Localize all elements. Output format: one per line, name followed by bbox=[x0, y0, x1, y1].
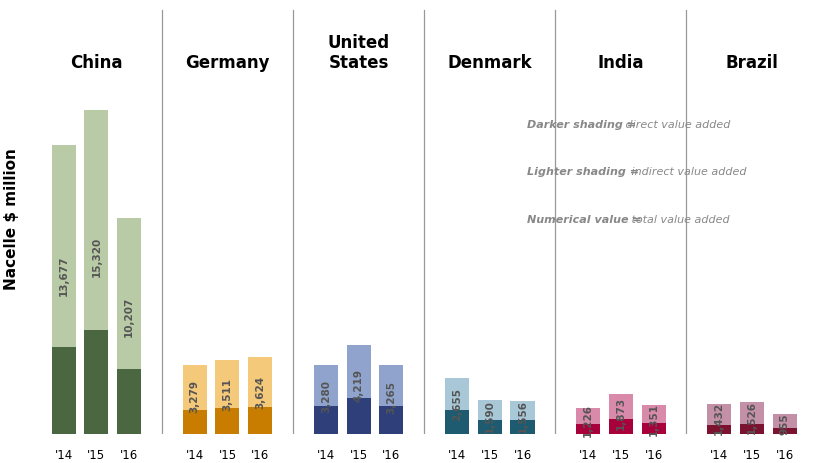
Text: 1,590: 1,590 bbox=[485, 399, 495, 432]
Bar bbox=[478, 420, 502, 434]
Text: '16: '16 bbox=[120, 448, 139, 461]
Text: '16: '16 bbox=[251, 448, 270, 461]
Bar bbox=[314, 407, 338, 434]
Bar bbox=[511, 401, 535, 420]
Text: 13,677: 13,677 bbox=[59, 255, 68, 296]
Bar bbox=[182, 410, 207, 434]
Text: '15: '15 bbox=[219, 448, 237, 461]
Text: India: India bbox=[597, 54, 644, 72]
Text: Numerical value =: Numerical value = bbox=[527, 214, 642, 224]
Bar bbox=[773, 428, 797, 434]
Text: China: China bbox=[70, 54, 123, 72]
Bar bbox=[445, 378, 469, 411]
Bar bbox=[576, 408, 600, 424]
Text: 2,655: 2,655 bbox=[452, 387, 462, 419]
Bar bbox=[248, 357, 272, 407]
Text: '15: '15 bbox=[612, 448, 630, 461]
Bar bbox=[346, 345, 370, 399]
Text: 955: 955 bbox=[780, 412, 790, 434]
Bar bbox=[380, 365, 403, 407]
Text: '15: '15 bbox=[350, 448, 368, 461]
Text: '14: '14 bbox=[448, 448, 466, 461]
Bar bbox=[642, 406, 666, 423]
Text: '14: '14 bbox=[579, 448, 597, 461]
Text: 10,207: 10,207 bbox=[124, 295, 134, 336]
Text: United
States: United States bbox=[328, 33, 389, 72]
Text: 15,320: 15,320 bbox=[92, 237, 101, 276]
Text: 4,219: 4,219 bbox=[354, 369, 364, 401]
Bar bbox=[51, 146, 76, 348]
Text: '16: '16 bbox=[382, 448, 400, 461]
Text: direct value added: direct value added bbox=[623, 119, 731, 130]
Bar bbox=[707, 404, 731, 425]
Text: 1,556: 1,556 bbox=[517, 400, 527, 432]
Bar bbox=[117, 369, 141, 434]
Bar bbox=[445, 411, 469, 434]
Text: total value added: total value added bbox=[629, 214, 730, 224]
Text: 3,624: 3,624 bbox=[255, 375, 266, 408]
Bar bbox=[314, 365, 338, 407]
Bar bbox=[740, 425, 764, 434]
Bar bbox=[248, 407, 272, 434]
Text: 1,873: 1,873 bbox=[615, 396, 626, 429]
Text: '16: '16 bbox=[776, 448, 794, 461]
Bar bbox=[740, 402, 764, 425]
Bar bbox=[773, 414, 797, 428]
Bar bbox=[84, 111, 108, 331]
Text: 3,265: 3,265 bbox=[386, 380, 396, 413]
Bar bbox=[380, 407, 403, 434]
Text: '16: '16 bbox=[644, 448, 662, 461]
Text: '14: '14 bbox=[317, 448, 335, 461]
Bar bbox=[642, 423, 666, 434]
Bar bbox=[51, 348, 76, 434]
Bar bbox=[182, 365, 207, 410]
Y-axis label: Nacelle $ million: Nacelle $ million bbox=[4, 148, 19, 290]
Text: '14: '14 bbox=[186, 448, 204, 461]
Bar bbox=[215, 408, 239, 434]
Text: 1,432: 1,432 bbox=[714, 401, 724, 434]
Text: 3,279: 3,279 bbox=[190, 380, 200, 413]
Bar bbox=[478, 400, 502, 420]
Text: Darker shading =: Darker shading = bbox=[527, 119, 636, 130]
Bar bbox=[511, 420, 535, 434]
Bar bbox=[84, 331, 108, 434]
Text: Lighter shading =: Lighter shading = bbox=[527, 167, 639, 177]
Text: 1,526: 1,526 bbox=[747, 400, 757, 433]
Bar bbox=[707, 425, 731, 434]
Text: indirect value added: indirect value added bbox=[629, 167, 747, 177]
Text: '16: '16 bbox=[513, 448, 531, 461]
Text: '15: '15 bbox=[87, 448, 106, 461]
Bar bbox=[609, 394, 633, 419]
Text: Denmark: Denmark bbox=[447, 54, 532, 72]
Text: Brazil: Brazil bbox=[725, 54, 779, 72]
Text: '15: '15 bbox=[481, 448, 499, 461]
Text: '15: '15 bbox=[743, 448, 761, 461]
Text: 1,351: 1,351 bbox=[648, 402, 658, 435]
Bar bbox=[576, 424, 600, 434]
Bar bbox=[117, 219, 141, 369]
Text: '14: '14 bbox=[710, 448, 728, 461]
Text: 1,226: 1,226 bbox=[583, 403, 593, 436]
Text: 3,511: 3,511 bbox=[223, 377, 233, 410]
Text: 3,280: 3,280 bbox=[321, 380, 331, 413]
Bar bbox=[346, 399, 370, 434]
Text: '14: '14 bbox=[54, 448, 73, 461]
Bar bbox=[609, 419, 633, 434]
Bar bbox=[215, 360, 239, 408]
Text: Germany: Germany bbox=[186, 54, 270, 72]
